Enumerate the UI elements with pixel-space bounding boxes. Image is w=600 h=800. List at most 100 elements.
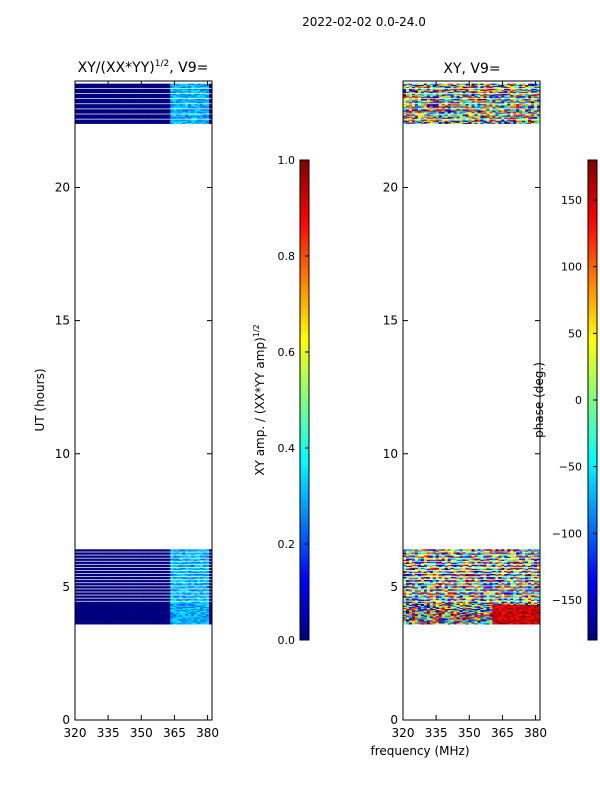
heatmap-cell	[75, 556, 79, 558]
heatmap-cell	[75, 555, 79, 557]
heatmap-cell	[462, 614, 466, 617]
heatmap-cell	[143, 584, 147, 586]
heatmap-cell	[423, 620, 428, 622]
heatmap-cell	[146, 622, 150, 624]
heatmap-cell	[432, 621, 437, 623]
heatmap-cell	[104, 105, 109, 107]
heatmap-cell	[107, 589, 112, 591]
heatmap-cell	[525, 614, 529, 617]
heatmap-cell	[152, 95, 156, 98]
heatmap-cell	[176, 576, 180, 579]
heatmap-cell	[191, 590, 195, 592]
heatmap-cell	[188, 619, 192, 621]
heatmap-cell	[128, 589, 132, 591]
heatmap-cell	[167, 120, 171, 122]
heatmap-row	[75, 85, 213, 88]
heatmap-cell	[92, 562, 97, 564]
heatmap-cell	[477, 615, 481, 618]
heatmap-cell	[173, 605, 177, 608]
heatmap-cell	[104, 120, 109, 122]
heatmap-cell	[149, 614, 153, 617]
heatmap-cell	[98, 558, 103, 560]
heatmap-cell	[477, 616, 481, 619]
heatmap-cell	[113, 109, 117, 111]
heatmap-row	[75, 619, 213, 621]
heatmap-cell	[179, 558, 183, 560]
heatmap-cell	[137, 553, 141, 555]
heatmap-cell	[188, 559, 192, 561]
heatmap-cell	[516, 613, 520, 616]
heatmap-cell	[98, 589, 103, 591]
heatmap-cell	[86, 608, 91, 611]
heatmap-cell	[203, 109, 207, 111]
heatmap-cell	[89, 105, 94, 107]
heatmap-cell	[483, 612, 487, 615]
heatmap-cell	[179, 596, 183, 598]
heatmap-cell	[206, 122, 210, 124]
heatmap-cell	[411, 619, 416, 621]
heatmap-cell	[89, 112, 94, 114]
heatmap-cell	[209, 615, 213, 618]
heatmap-cell	[155, 556, 159, 558]
heatmap-cell	[197, 599, 201, 601]
heatmap-cell	[116, 105, 120, 107]
heatmap-row	[75, 94, 213, 97]
heatmap-cell	[185, 106, 189, 108]
heatmap-cell	[137, 611, 141, 614]
heatmap-row	[75, 562, 213, 564]
heatmap-cell	[101, 622, 106, 624]
heatmap-cell	[173, 607, 177, 610]
heatmap-cell	[119, 592, 123, 594]
heatmap-cell	[86, 609, 91, 612]
heatmap-cell	[146, 564, 150, 567]
heatmap-cell	[203, 83, 207, 85]
heatmap-cell	[194, 89, 198, 92]
heatmap-cell	[209, 605, 213, 608]
heatmap-cell	[206, 90, 210, 93]
heatmap-cell	[179, 99, 183, 101]
heatmap-cell	[495, 619, 499, 621]
heatmap-cell	[209, 606, 213, 609]
heatmap-cell	[104, 596, 109, 598]
heatmap-cell	[107, 576, 112, 579]
heatmap-cell	[522, 620, 526, 622]
heatmap-cell	[519, 612, 523, 615]
heatmap-cell	[152, 119, 156, 121]
heatmap-cell	[161, 586, 165, 588]
heatmap-cell	[77, 116, 82, 118]
heatmap-cell	[116, 110, 120, 112]
heatmap-cell	[188, 596, 192, 598]
heatmap-cell	[435, 610, 440, 613]
heatmap-cell	[137, 609, 141, 612]
heatmap-cell	[143, 615, 147, 618]
heatmap-cell	[98, 106, 103, 108]
heatmap-cell	[89, 116, 94, 118]
heatmap-cell	[119, 613, 123, 616]
heatmap-cell	[75, 109, 79, 111]
heatmap-cell	[498, 616, 502, 619]
heatmap-cell	[134, 595, 138, 597]
heatmap-cell	[176, 91, 180, 94]
heatmap-cell	[197, 85, 201, 88]
heatmap-cell	[167, 590, 171, 592]
heatmap-cell	[191, 120, 195, 122]
heatmap-cell	[77, 610, 82, 613]
heatmap-cell	[492, 621, 496, 623]
heatmap-cell	[158, 621, 162, 623]
heatmap-cell	[197, 559, 201, 561]
heatmap-cell	[104, 611, 109, 614]
heatmap-cell	[77, 120, 82, 122]
heatmap-cell	[197, 581, 201, 583]
heatmap-cell	[98, 567, 103, 570]
heatmap-cell	[185, 612, 189, 615]
heatmap-cell	[143, 580, 147, 582]
heatmap-cell	[92, 614, 97, 617]
heatmap-cell	[403, 612, 407, 615]
heatmap-cell	[447, 621, 451, 623]
heatmap-cell	[125, 101, 129, 103]
heatmap-cell	[155, 605, 159, 608]
heatmap-cell	[441, 616, 445, 619]
heatmap-cell	[134, 555, 138, 557]
heatmap-cell	[164, 613, 168, 616]
heatmap-cell	[480, 610, 484, 613]
